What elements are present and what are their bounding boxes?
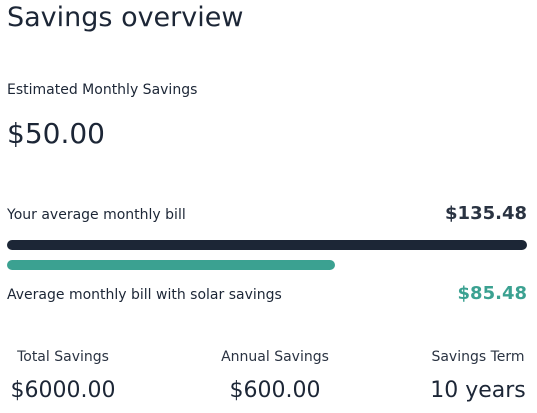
annual-savings-stat: Annual Savings $600.00: [218, 348, 332, 406]
solar-bill-bar: [7, 260, 336, 270]
solar-bill-label: Average monthly bill with solar savings: [7, 287, 282, 303]
current-bill-label: Your average monthly bill: [7, 207, 186, 223]
current-bill-value: $135.48: [445, 203, 527, 224]
bill-comparison-bars: [7, 240, 527, 270]
total-savings-stat: Total Savings $6000.00: [7, 348, 119, 406]
page-title: Savings overview: [7, 2, 244, 33]
savings-term-stat: Savings Term 10 years: [428, 348, 528, 406]
estimated-monthly-savings-label: Estimated Monthly Savings: [7, 82, 198, 98]
estimated-monthly-savings-value: $50.00: [7, 117, 105, 150]
savings-term-value: 10 years: [430, 378, 526, 403]
annual-savings-value: $600.00: [229, 378, 321, 403]
solar-bill-value: $85.48: [457, 283, 527, 304]
annual-savings-label: Annual Savings: [221, 349, 329, 365]
current-bill-bar: [7, 240, 527, 250]
savings-term-label: Savings Term: [431, 349, 525, 365]
total-savings-value: $6000.00: [10, 378, 116, 403]
total-savings-label: Total Savings: [17, 349, 109, 365]
